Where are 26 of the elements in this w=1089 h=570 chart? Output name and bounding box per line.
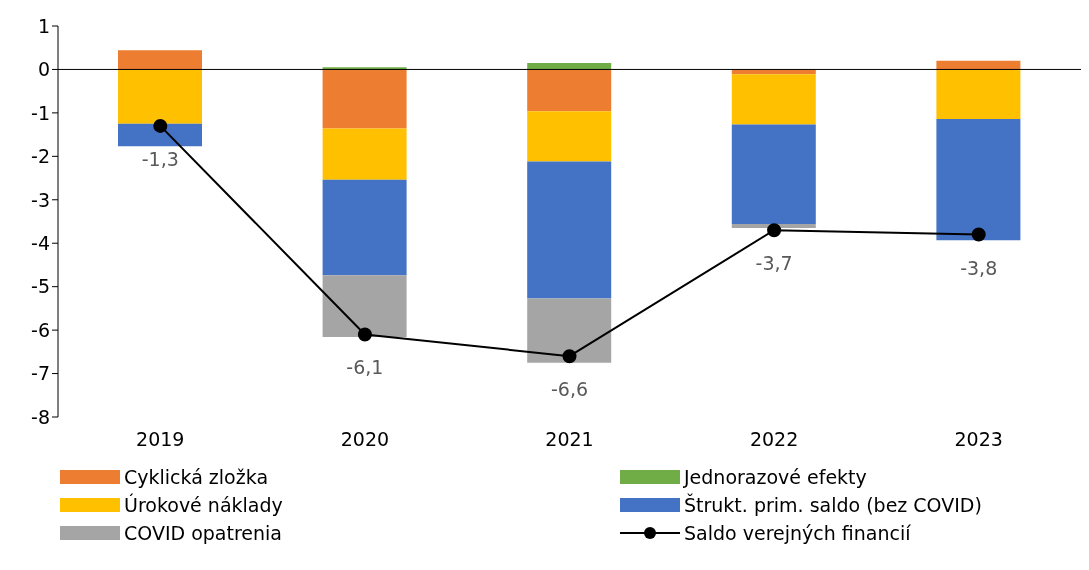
data-label: -3,8 [960,256,998,279]
y-tick-label: -6 [31,318,50,341]
y-tick-label: -3 [31,188,50,211]
y-tick-label: -7 [31,362,50,385]
y-tick-label: -1 [31,101,50,124]
y-tick-label: -8 [31,405,50,428]
legend-label: Jednorazové efekty [684,466,867,488]
legend-label: Cyklická zložka [124,466,269,488]
y-tick-label: 1 [37,14,50,37]
legend-label: COVID opatrenia [124,522,282,544]
data-label: -1,3 [141,147,179,170]
y-tick-label: -5 [31,275,50,298]
x-tick-label: 2023 [954,428,1003,451]
legend-label: Úrokové náklady [124,494,283,516]
data-label: -6,6 [550,378,589,401]
x-tick-label: 2019 [136,428,185,451]
legend-label: Štrukt. prim. saldo (bez COVID) [684,494,982,516]
data-label: -3,7 [755,252,793,275]
x-tick-label: 2021 [545,428,594,451]
data-label: -6,1 [346,356,384,379]
y-tick-label: -4 [31,231,50,254]
x-tick-label: 2022 [749,428,799,451]
x-tick-label: 2020 [340,428,390,451]
legend-label: Saldo verejných financií [684,522,911,544]
y-tick-label: 0 [37,58,50,81]
y-tick-label: -2 [31,145,50,168]
